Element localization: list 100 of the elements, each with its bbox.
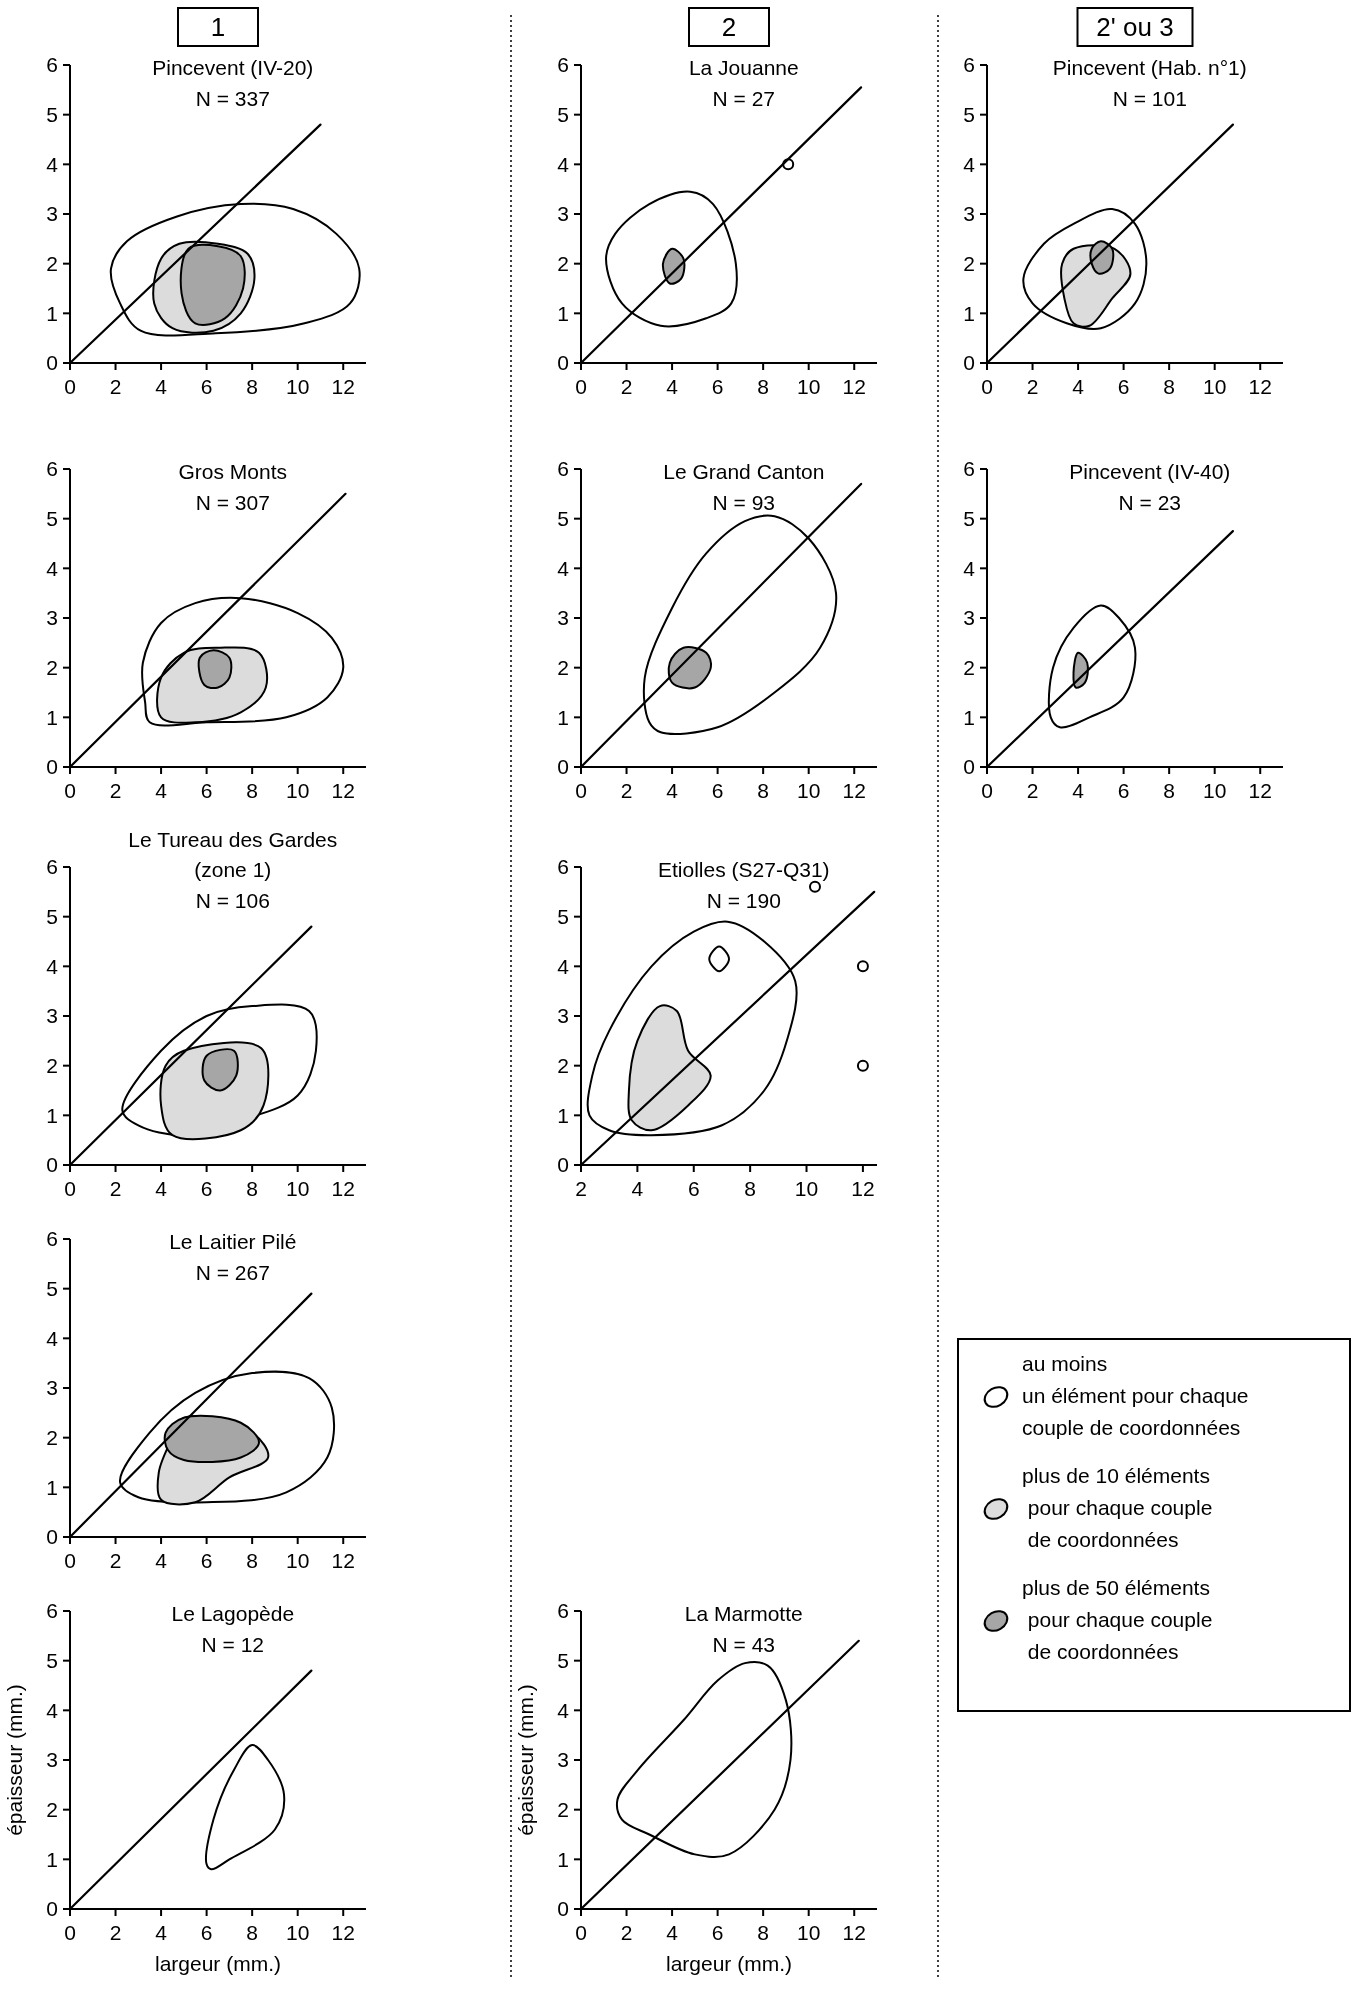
y-tick-label: 2 <box>46 1426 58 1450</box>
x-tick-label: 10 <box>286 1177 310 1200</box>
y-tick-label: 4 <box>46 954 59 978</box>
y-tick-label: 0 <box>557 1897 569 1921</box>
y-tick-label: 2 <box>46 1798 58 1822</box>
y-tick-label: 6 <box>963 53 975 77</box>
text: 2 <box>721 12 737 42</box>
point <box>856 1059 869 1072</box>
x-tick-label: 6 <box>711 375 724 398</box>
y-tick-label: 0 <box>46 1153 58 1177</box>
text: 2' ou 3 <box>1096 12 1174 42</box>
y-tick-label: 2 <box>557 1798 569 1822</box>
x-tick-label: 8 <box>246 1177 258 1200</box>
y-tick-label: 6 <box>557 457 569 481</box>
text: plus de 50 éléments pour chaque couple de coordonnées <box>1022 1576 1213 1663</box>
y-tick-label: 3 <box>557 1004 569 1028</box>
y-tick-label: 0 <box>46 1525 58 1549</box>
x-tick-label: 4 <box>1072 779 1085 802</box>
y-tick-label: 3 <box>557 1748 569 1772</box>
x-tick-label: 6 <box>200 1177 213 1200</box>
y-tick-label: 1 <box>46 1103 58 1127</box>
x-tick-label: 12 <box>331 1921 355 1944</box>
y-tick-label: 5 <box>557 103 569 127</box>
y-tick-label: 0 <box>46 351 58 375</box>
x-tick-label: 8 <box>246 1549 258 1572</box>
x-tick-label: 6 <box>687 1177 700 1200</box>
x-tick-label: 4 <box>666 1921 679 1944</box>
x-tick-label: 0 <box>981 779 993 802</box>
y-tick-label: 6 <box>557 53 569 77</box>
x-tick-label: 10 <box>286 1549 310 1572</box>
x-tick-label: 2 <box>109 1177 122 1200</box>
text: N = 307 <box>195 491 270 514</box>
y-tick-label: 4 <box>557 1698 570 1722</box>
x-tick-label: 6 <box>200 779 213 802</box>
y-tick-label: 2 <box>963 656 975 680</box>
x-tick-label: 4 <box>631 1177 644 1200</box>
x-tick-label: 0 <box>575 1921 587 1944</box>
y-tick-label: 0 <box>557 755 569 779</box>
x-tick-label: 6 <box>200 1921 213 1944</box>
x-tick-label: 0 <box>64 375 76 398</box>
y-tick-label: 4 <box>557 556 570 580</box>
y-tick-label: 4 <box>557 152 570 176</box>
y-axis-title: épaisseur (mm.) <box>514 1684 537 1836</box>
y-tick-label: 1 <box>557 1103 569 1127</box>
text: N = 101 <box>1112 87 1187 110</box>
y-tick-label: 4 <box>46 152 59 176</box>
y-tick-label: 2 <box>557 656 569 680</box>
y-tick-label: 1 <box>46 1847 58 1871</box>
text: plus de 10 éléments pour chaque couple de coordonnées <box>1022 1464 1213 1551</box>
x-tick-label: 12 <box>331 375 355 398</box>
y-tick-label: 0 <box>46 755 58 779</box>
y-tick-label: 1 <box>46 1475 58 1499</box>
text: N = 43 <box>712 1633 776 1656</box>
chart-title: Etiolles (S27-Q31) <box>658 858 830 881</box>
y-tick-label: 6 <box>46 855 58 879</box>
y-tick-label: 1 <box>963 705 975 729</box>
x-tick-label: 8 <box>744 1177 756 1200</box>
x-tick-label: 4 <box>155 1549 168 1572</box>
x-tick-label: 8 <box>757 1921 769 1944</box>
x-tick-label: 0 <box>981 375 993 398</box>
chart-title: La Jouanne <box>688 56 799 79</box>
point <box>856 960 869 973</box>
chart-title: Pincevent (IV-20) <box>152 56 314 79</box>
x-tick-label: 2 <box>1026 375 1039 398</box>
x-tick-label: 0 <box>64 779 76 802</box>
x-tick-label: 10 <box>794 1177 819 1200</box>
y-tick-label: 6 <box>46 457 58 481</box>
x-tick-label: 12 <box>331 1549 355 1572</box>
x-tick-label: 10 <box>286 375 310 398</box>
x-tick-label: 2 <box>620 779 633 802</box>
text: N = 267 <box>195 1261 270 1284</box>
text: 1 <box>210 12 226 42</box>
text: N = 93 <box>712 491 776 514</box>
x-tick-label: 8 <box>246 1921 258 1944</box>
y-axis-title: épaisseur (mm.) <box>3 1684 26 1836</box>
y-tick-label: 5 <box>46 507 58 531</box>
x-tick-label: 10 <box>1203 779 1227 802</box>
y-tick-label: 4 <box>963 152 976 176</box>
y-tick-label: 3 <box>557 606 569 630</box>
y-tick-label: 2 <box>46 1054 58 1078</box>
x-axis-title: largeur (mm.) <box>154 1952 282 1975</box>
x-tick-label: 8 <box>1163 779 1175 802</box>
text: N = 190 <box>706 889 781 912</box>
y-tick-label: 2 <box>46 252 58 276</box>
y-tick-label: 1 <box>557 301 569 325</box>
y-tick-label: 1 <box>46 301 58 325</box>
x-tick-label: 12 <box>851 1177 875 1200</box>
y-tick-label: 2 <box>963 252 975 276</box>
y-tick-label: 3 <box>46 1004 58 1028</box>
x-tick-label: 8 <box>246 375 258 398</box>
x-tick-label: 4 <box>666 375 679 398</box>
y-tick-label: 3 <box>963 202 975 226</box>
y-tick-label: 4 <box>557 954 570 978</box>
y-tick-label: 5 <box>46 905 58 929</box>
x-tick-label: 6 <box>1117 779 1130 802</box>
y-tick-label: 2 <box>557 252 569 276</box>
y-tick-label: 3 <box>46 1748 58 1772</box>
text: au moins un élément pour chaque couple de coordonnées <box>1022 1352 1249 1439</box>
chart-title: Le Laitier Pilé <box>169 1230 297 1253</box>
x-tick-label: 4 <box>155 1177 168 1200</box>
